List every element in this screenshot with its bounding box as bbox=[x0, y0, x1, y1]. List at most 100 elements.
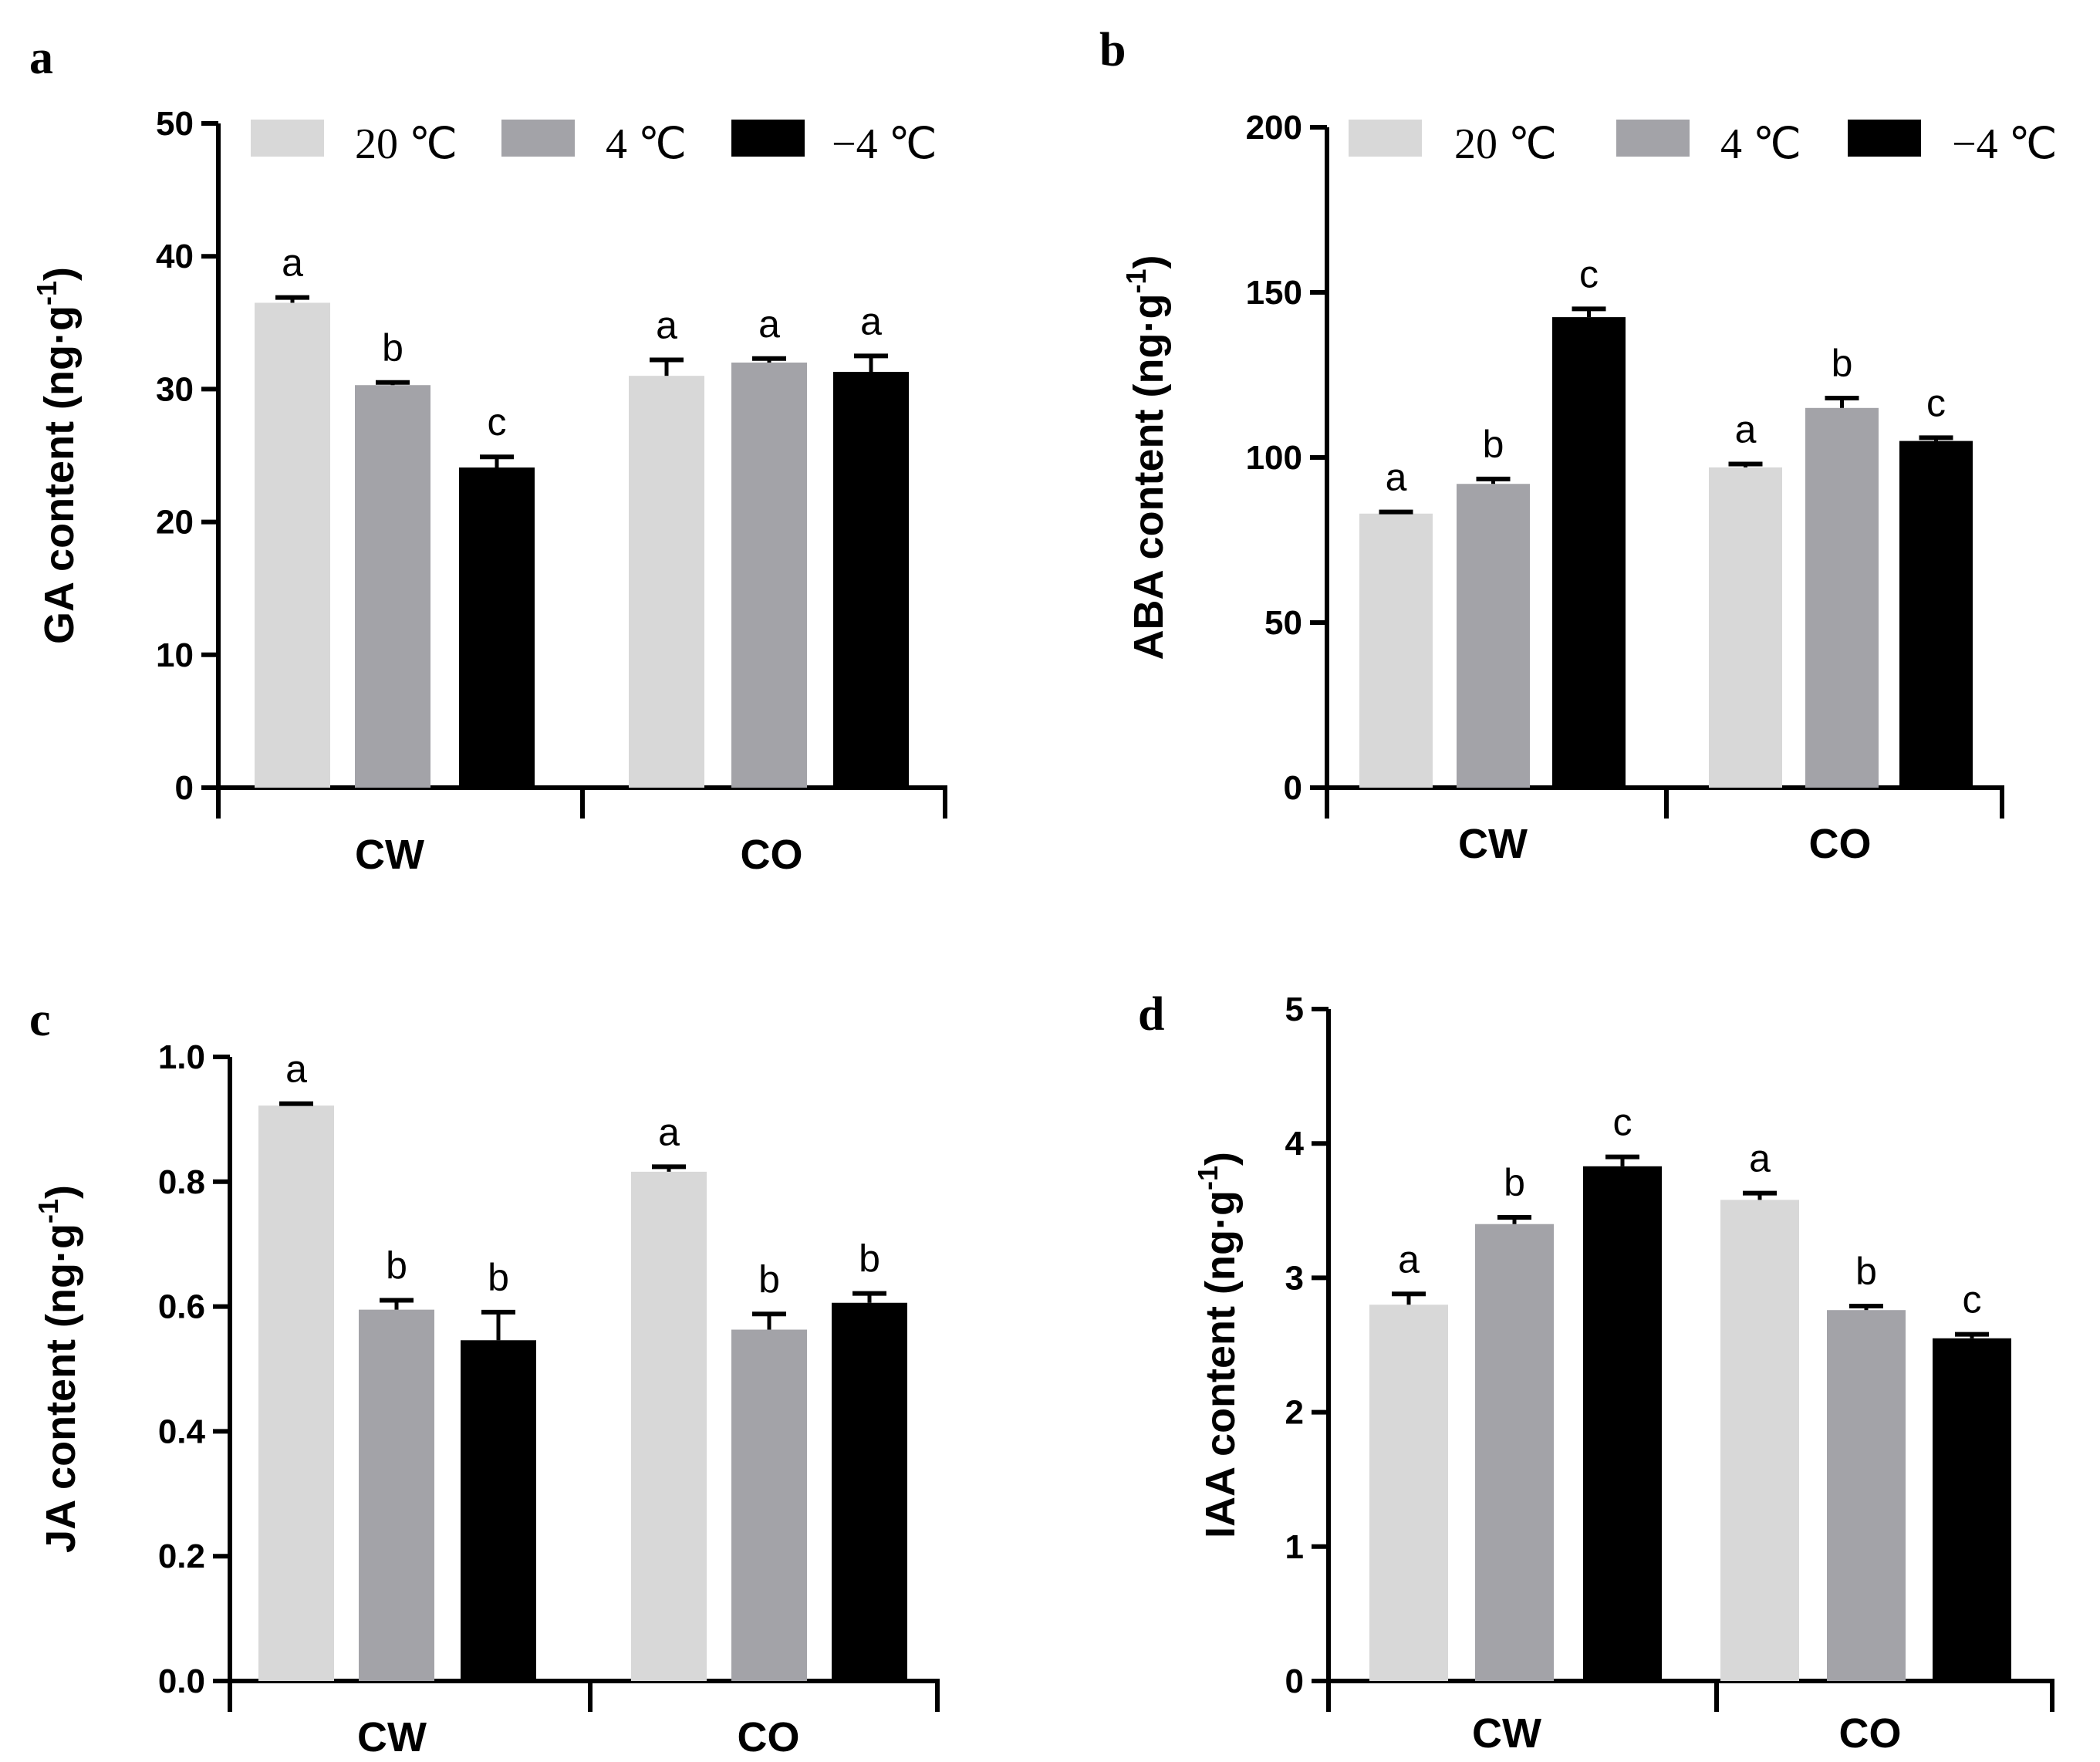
y-tick-label: 20 bbox=[156, 504, 194, 542]
bar bbox=[1933, 1338, 2011, 1681]
significance-letter: b bbox=[386, 1244, 407, 1288]
y-tick-label: 0.2 bbox=[158, 1538, 205, 1575]
significance-letter: c bbox=[1963, 1278, 1982, 1322]
bar bbox=[258, 1105, 334, 1681]
y-tick-label: 40 bbox=[156, 238, 194, 275]
bar bbox=[833, 372, 909, 788]
legend-swatch bbox=[1616, 120, 1690, 157]
bar bbox=[1827, 1310, 1906, 1681]
bar bbox=[255, 302, 330, 788]
bar bbox=[731, 362, 807, 788]
y-tick-label: 30 bbox=[156, 370, 194, 408]
x-category-label: CO bbox=[1809, 821, 1872, 867]
bar bbox=[1552, 317, 1626, 788]
y-tick-label: 1 bbox=[1285, 1528, 1304, 1566]
significance-letter: a bbox=[1386, 456, 1407, 499]
panel-letter: c bbox=[29, 994, 51, 1046]
y-tick-label: 0.8 bbox=[158, 1163, 205, 1201]
significance-letter: a bbox=[1735, 408, 1757, 451]
significance-letter: b bbox=[1483, 423, 1504, 466]
chart-panel-b: b 0 50 100 150 200 CW CO ABA content (ng·g-1) a b c… bbox=[1099, 24, 2057, 867]
bar bbox=[1369, 1305, 1448, 1681]
y-axis-title: ABA content (ng·g-1) bbox=[1120, 255, 1172, 660]
x-category-label: CO bbox=[1839, 1710, 1902, 1757]
significance-letter: c bbox=[1579, 252, 1599, 295]
significance-letter: a bbox=[758, 302, 780, 346]
y-tick-label: 3 bbox=[1285, 1259, 1304, 1297]
significance-letter: b bbox=[1855, 1250, 1877, 1293]
bar bbox=[1475, 1224, 1554, 1681]
legend-label: 20 ℃ bbox=[1454, 120, 1557, 168]
y-axis-title: GA content (ng·g-1) bbox=[31, 267, 83, 644]
panel-letter: a bbox=[29, 32, 53, 84]
significance-letter: a bbox=[656, 304, 677, 347]
panel-letter: d bbox=[1138, 988, 1164, 1041]
significance-letter: b bbox=[859, 1237, 880, 1281]
y-tick-label: 1.0 bbox=[158, 1038, 205, 1076]
bar bbox=[1805, 407, 1879, 788]
significance-letter: a bbox=[860, 299, 882, 343]
chart-panel-d: d 0 1 2 3 4 5 CW CO IAA content (ng·g-1) a b c a b c bbox=[1138, 988, 2054, 1757]
bar bbox=[461, 1340, 536, 1681]
significance-letter: a bbox=[658, 1110, 680, 1153]
legend-swatch bbox=[1349, 120, 1422, 157]
bar bbox=[359, 1309, 434, 1681]
legend-swatch bbox=[731, 120, 805, 157]
bar bbox=[1720, 1200, 1799, 1681]
y-tick-label: 0.0 bbox=[158, 1662, 205, 1700]
legend-label: 4 ℃ bbox=[606, 120, 687, 168]
bar bbox=[631, 1171, 707, 1681]
legend-swatch bbox=[501, 120, 575, 157]
y-tick-label: 0 bbox=[175, 769, 194, 807]
chart-panel-c: c 0.0 0.2 0.4 0.6 0.8 1.0 CW CO JA content (ng·g-… bbox=[29, 994, 940, 1760]
significance-letter: c bbox=[488, 400, 507, 444]
y-tick-label: 0.4 bbox=[158, 1413, 206, 1450]
bar bbox=[629, 376, 704, 788]
legend-label: −4 ℃ bbox=[1952, 120, 2057, 168]
y-axis-title: JA content (ng·g-1) bbox=[32, 1185, 84, 1553]
legend-swatch bbox=[251, 120, 324, 157]
bar bbox=[1457, 484, 1530, 788]
x-category-label: CW bbox=[1472, 1710, 1541, 1757]
significance-letter: a bbox=[285, 1048, 307, 1091]
legend-label: 20 ℃ bbox=[355, 120, 457, 168]
x-category-label: CW bbox=[1458, 821, 1528, 867]
x-category-label: CO bbox=[738, 1714, 800, 1760]
x-category-label: CW bbox=[355, 832, 424, 878]
legend: 20 ℃ 4 ℃ −4 ℃ bbox=[251, 120, 937, 168]
legend-swatch bbox=[1848, 120, 1921, 157]
bar bbox=[1583, 1166, 1662, 1681]
bar bbox=[832, 1302, 907, 1681]
significance-letter: b bbox=[1504, 1161, 1525, 1204]
y-tick-label: 50 bbox=[156, 105, 194, 143]
x-category-label: CO bbox=[741, 832, 803, 878]
y-tick-label: 10 bbox=[156, 636, 194, 674]
significance-letter: a bbox=[282, 241, 303, 285]
y-tick-label: 5 bbox=[1285, 991, 1304, 1028]
y-axis-title: IAA content (ng·g-1) bbox=[1192, 1152, 1244, 1538]
y-tick-label: 0.6 bbox=[158, 1288, 205, 1326]
bar bbox=[355, 385, 430, 788]
bar bbox=[459, 467, 535, 788]
significance-letter: a bbox=[1749, 1137, 1771, 1180]
y-tick-label: 2 bbox=[1285, 1394, 1304, 1432]
bar bbox=[1709, 467, 1782, 788]
bar bbox=[1899, 440, 1973, 788]
legend-label: 4 ℃ bbox=[1720, 120, 1801, 168]
legend: 20 ℃ 4 ℃ −4 ℃ bbox=[1349, 120, 2057, 168]
significance-letter: a bbox=[1398, 1237, 1420, 1281]
x-category-label: CW bbox=[357, 1714, 427, 1760]
significance-letter: c bbox=[1613, 1101, 1632, 1144]
y-tick-label: 200 bbox=[1246, 109, 1302, 147]
y-tick-label: 4 bbox=[1285, 1125, 1305, 1163]
legend-label: −4 ℃ bbox=[832, 120, 937, 168]
y-tick-label: 150 bbox=[1246, 274, 1302, 312]
panel-letter: b bbox=[1099, 24, 1126, 76]
y-tick-label: 100 bbox=[1246, 439, 1302, 477]
chart-panel-a: a 0 10 20 30 40 50 CW CO GA content (ng·g-1) a b c a a… bbox=[29, 32, 947, 878]
y-tick-label: 50 bbox=[1264, 604, 1302, 642]
significance-letter: b bbox=[758, 1257, 780, 1301]
significance-letter: c bbox=[1926, 381, 1946, 424]
bar bbox=[731, 1329, 807, 1681]
y-tick-label: 0 bbox=[1284, 769, 1302, 807]
